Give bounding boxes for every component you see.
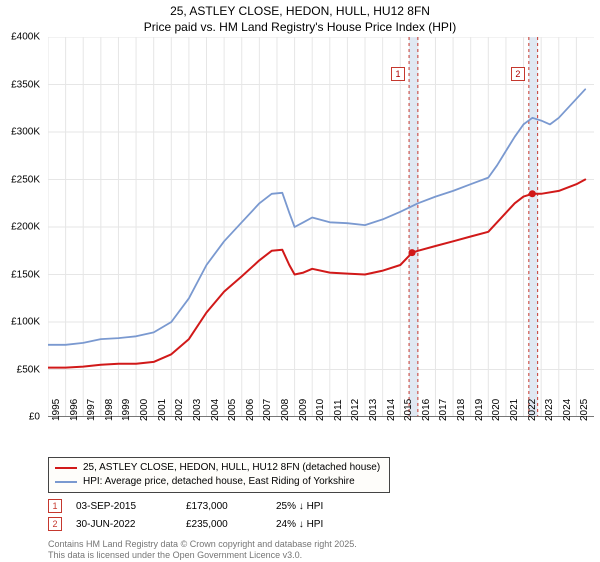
x-tick-label: 2006 bbox=[245, 399, 256, 421]
y-tick-label: £50K bbox=[17, 364, 40, 375]
legend-swatch bbox=[55, 481, 77, 483]
footer-line1: Contains HM Land Registry data © Crown c… bbox=[48, 539, 600, 550]
footer-line2: This data is licensed under the Open Gov… bbox=[48, 550, 600, 561]
legend: 25, ASTLEY CLOSE, HEDON, HULL, HU12 8FN … bbox=[48, 457, 390, 493]
marker-label: 1 bbox=[391, 67, 405, 81]
x-tick-label: 2011 bbox=[333, 400, 344, 422]
y-tick-label: £100K bbox=[11, 317, 40, 328]
y-tick-label: £250K bbox=[11, 174, 40, 185]
x-tick-label: 2001 bbox=[157, 399, 168, 421]
x-tick-label: 2014 bbox=[386, 399, 397, 421]
chart-title-line2: Price paid vs. HM Land Registry's House … bbox=[0, 20, 600, 36]
legend-swatch bbox=[55, 467, 77, 469]
point-delta: 24% ↓ HPI bbox=[276, 519, 366, 530]
x-tick-label: 2008 bbox=[280, 399, 291, 421]
legend-label: 25, ASTLEY CLOSE, HEDON, HULL, HU12 8FN … bbox=[83, 461, 380, 475]
data-points-table: 1 03-SEP-2015 £173,000 25% ↓ HPI 2 30-JU… bbox=[48, 499, 600, 531]
x-tick-label: 2007 bbox=[262, 399, 273, 421]
point-delta: 25% ↓ HPI bbox=[276, 501, 366, 512]
x-tick-label: 2025 bbox=[579, 399, 590, 421]
footer: Contains HM Land Registry data © Crown c… bbox=[48, 539, 600, 562]
line-chart-svg bbox=[48, 37, 594, 417]
x-tick-label: 1997 bbox=[86, 399, 97, 421]
point-price: £173,000 bbox=[186, 501, 276, 512]
x-tick-label: 2016 bbox=[421, 399, 432, 421]
x-tick-label: 2018 bbox=[456, 399, 467, 421]
y-tick-label: £300K bbox=[11, 127, 40, 138]
x-tick-label: 2017 bbox=[438, 399, 449, 421]
x-tick-label: 2023 bbox=[544, 399, 555, 421]
x-tick-label: 2020 bbox=[491, 399, 502, 421]
x-tick-label: 2019 bbox=[474, 399, 485, 421]
x-tick-label: 2012 bbox=[350, 399, 361, 421]
y-tick-label: £150K bbox=[11, 269, 40, 280]
x-tick-label: 2003 bbox=[192, 399, 203, 421]
x-tick-label: 2015 bbox=[403, 399, 414, 421]
x-tick-label: 2004 bbox=[210, 399, 221, 421]
point-badge: 2 bbox=[48, 517, 62, 531]
legend-item: HPI: Average price, detached house, East… bbox=[55, 475, 383, 489]
x-tick-label: 2009 bbox=[298, 399, 309, 421]
chart-title: 25, ASTLEY CLOSE, HEDON, HULL, HU12 8FN … bbox=[0, 0, 600, 37]
y-tick-label: £350K bbox=[11, 79, 40, 90]
y-tick-label: £0 bbox=[29, 412, 40, 423]
point-price: £235,000 bbox=[186, 519, 276, 530]
x-tick-label: 2024 bbox=[562, 399, 573, 421]
chart-title-line1: 25, ASTLEY CLOSE, HEDON, HULL, HU12 8FN bbox=[0, 4, 600, 20]
x-tick-label: 1996 bbox=[69, 399, 80, 421]
point-date: 30-JUN-2022 bbox=[76, 519, 186, 530]
x-tick-label: 2000 bbox=[139, 399, 150, 421]
y-tick-label: £200K bbox=[11, 222, 40, 233]
legend-item: 25, ASTLEY CLOSE, HEDON, HULL, HU12 8FN … bbox=[55, 461, 383, 475]
legend-label: HPI: Average price, detached house, East… bbox=[83, 475, 355, 489]
x-tick-label: 1998 bbox=[104, 399, 115, 421]
x-tick-label: 2022 bbox=[527, 399, 538, 421]
point-date: 03-SEP-2015 bbox=[76, 501, 186, 512]
x-tick-label: 2002 bbox=[174, 399, 185, 421]
x-tick-label: 2013 bbox=[368, 399, 379, 421]
y-tick-label: £400K bbox=[11, 32, 40, 43]
x-tick-label: 1999 bbox=[121, 399, 132, 421]
x-tick-label: 2021 bbox=[509, 399, 520, 421]
marker-label: 2 bbox=[511, 67, 525, 81]
plot-area: £0£50K£100K£150K£200K£250K£300K£350K£400… bbox=[48, 37, 594, 449]
x-tick-label: 1995 bbox=[51, 399, 62, 421]
x-tick-label: 2005 bbox=[227, 399, 238, 421]
point-badge: 1 bbox=[48, 499, 62, 513]
x-tick-label: 2010 bbox=[315, 399, 326, 421]
